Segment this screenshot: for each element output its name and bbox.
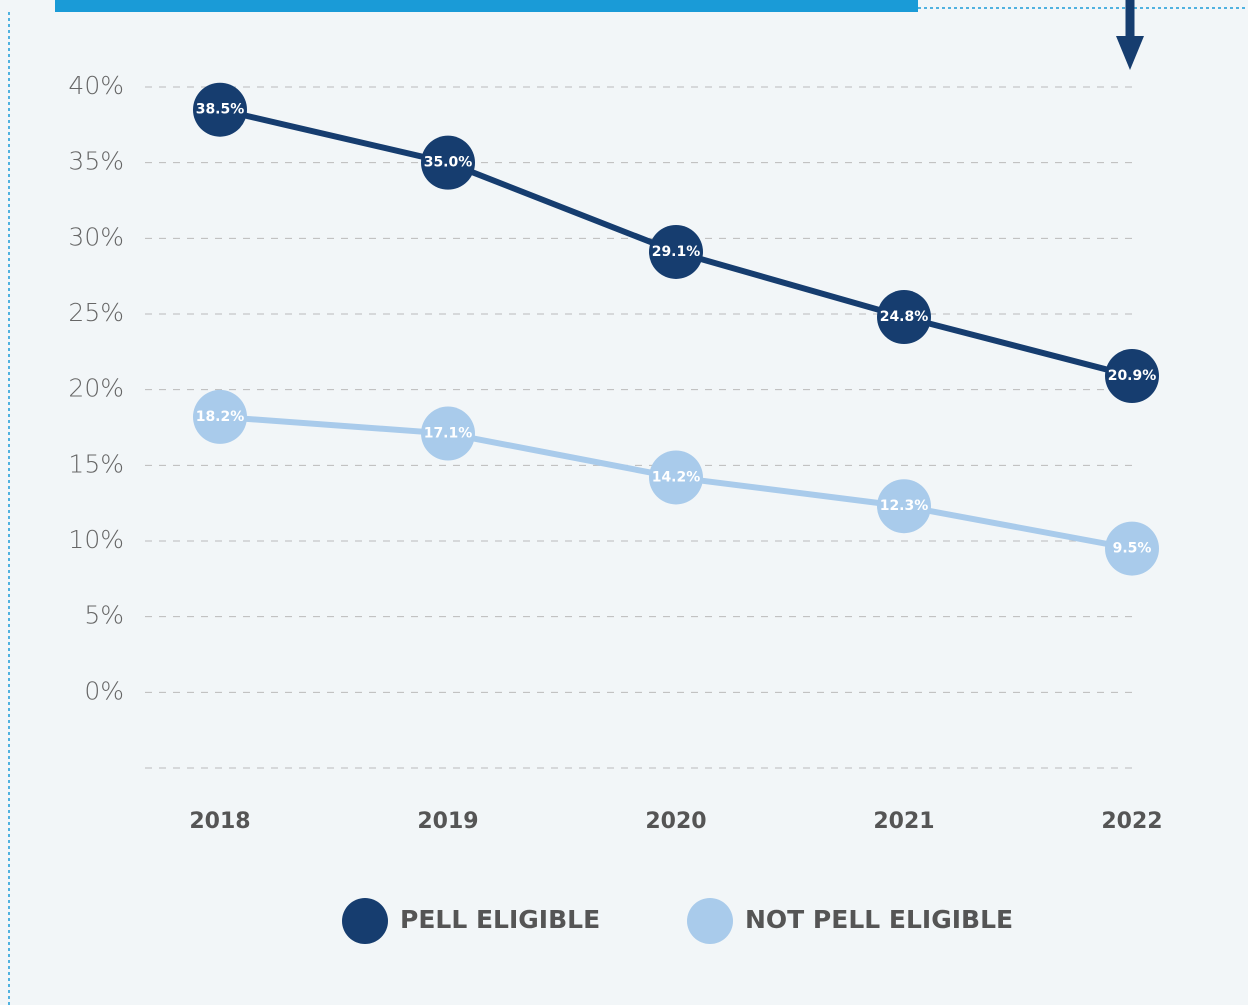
y-tick-label: 20% bbox=[68, 374, 124, 403]
y-tick-label: 15% bbox=[68, 449, 124, 478]
x-tick-label: 2019 bbox=[417, 809, 478, 834]
legend-label: PELL ELIGIBLE bbox=[400, 905, 600, 934]
x-tick-label: 2020 bbox=[645, 809, 706, 834]
point bbox=[421, 135, 475, 190]
data-label: 35.0% bbox=[424, 155, 473, 171]
point bbox=[193, 82, 247, 137]
point bbox=[193, 389, 247, 444]
data-label: 38.5% bbox=[196, 102, 245, 118]
data-label: 29.1% bbox=[652, 244, 701, 260]
data-label: 18.2% bbox=[196, 409, 245, 425]
y-tick-label: 35% bbox=[68, 147, 124, 176]
x-tick-label: 2022 bbox=[1101, 809, 1162, 834]
legend-label: NOT PELL ELIGIBLE bbox=[745, 905, 1013, 934]
point bbox=[1105, 521, 1159, 576]
point bbox=[877, 479, 931, 534]
legend-swatch bbox=[687, 898, 733, 944]
y-tick-label: 30% bbox=[68, 222, 124, 251]
data-label: 9.5% bbox=[1113, 541, 1152, 557]
x-tick-label: 2021 bbox=[873, 809, 934, 834]
y-tick-label: 5% bbox=[84, 601, 124, 630]
point bbox=[649, 450, 703, 505]
y-tick-label: 0% bbox=[84, 676, 124, 705]
data-label: 14.2% bbox=[652, 469, 701, 485]
arrow-head bbox=[1116, 36, 1144, 70]
data-label: 20.9% bbox=[1108, 368, 1157, 384]
point bbox=[649, 224, 703, 279]
data-label: 12.3% bbox=[880, 498, 929, 514]
point bbox=[1105, 349, 1159, 404]
data-label: 24.8% bbox=[880, 309, 929, 325]
y-tick-label: 40% bbox=[68, 71, 124, 100]
point bbox=[877, 290, 931, 345]
y-tick-label: 25% bbox=[68, 298, 124, 327]
y-tick-label: 10% bbox=[68, 525, 124, 554]
x-tick-label: 2018 bbox=[189, 809, 250, 834]
data-label: 17.1% bbox=[424, 426, 473, 442]
point bbox=[421, 406, 475, 461]
legend-swatch bbox=[342, 898, 388, 944]
header-bar bbox=[55, 0, 918, 12]
